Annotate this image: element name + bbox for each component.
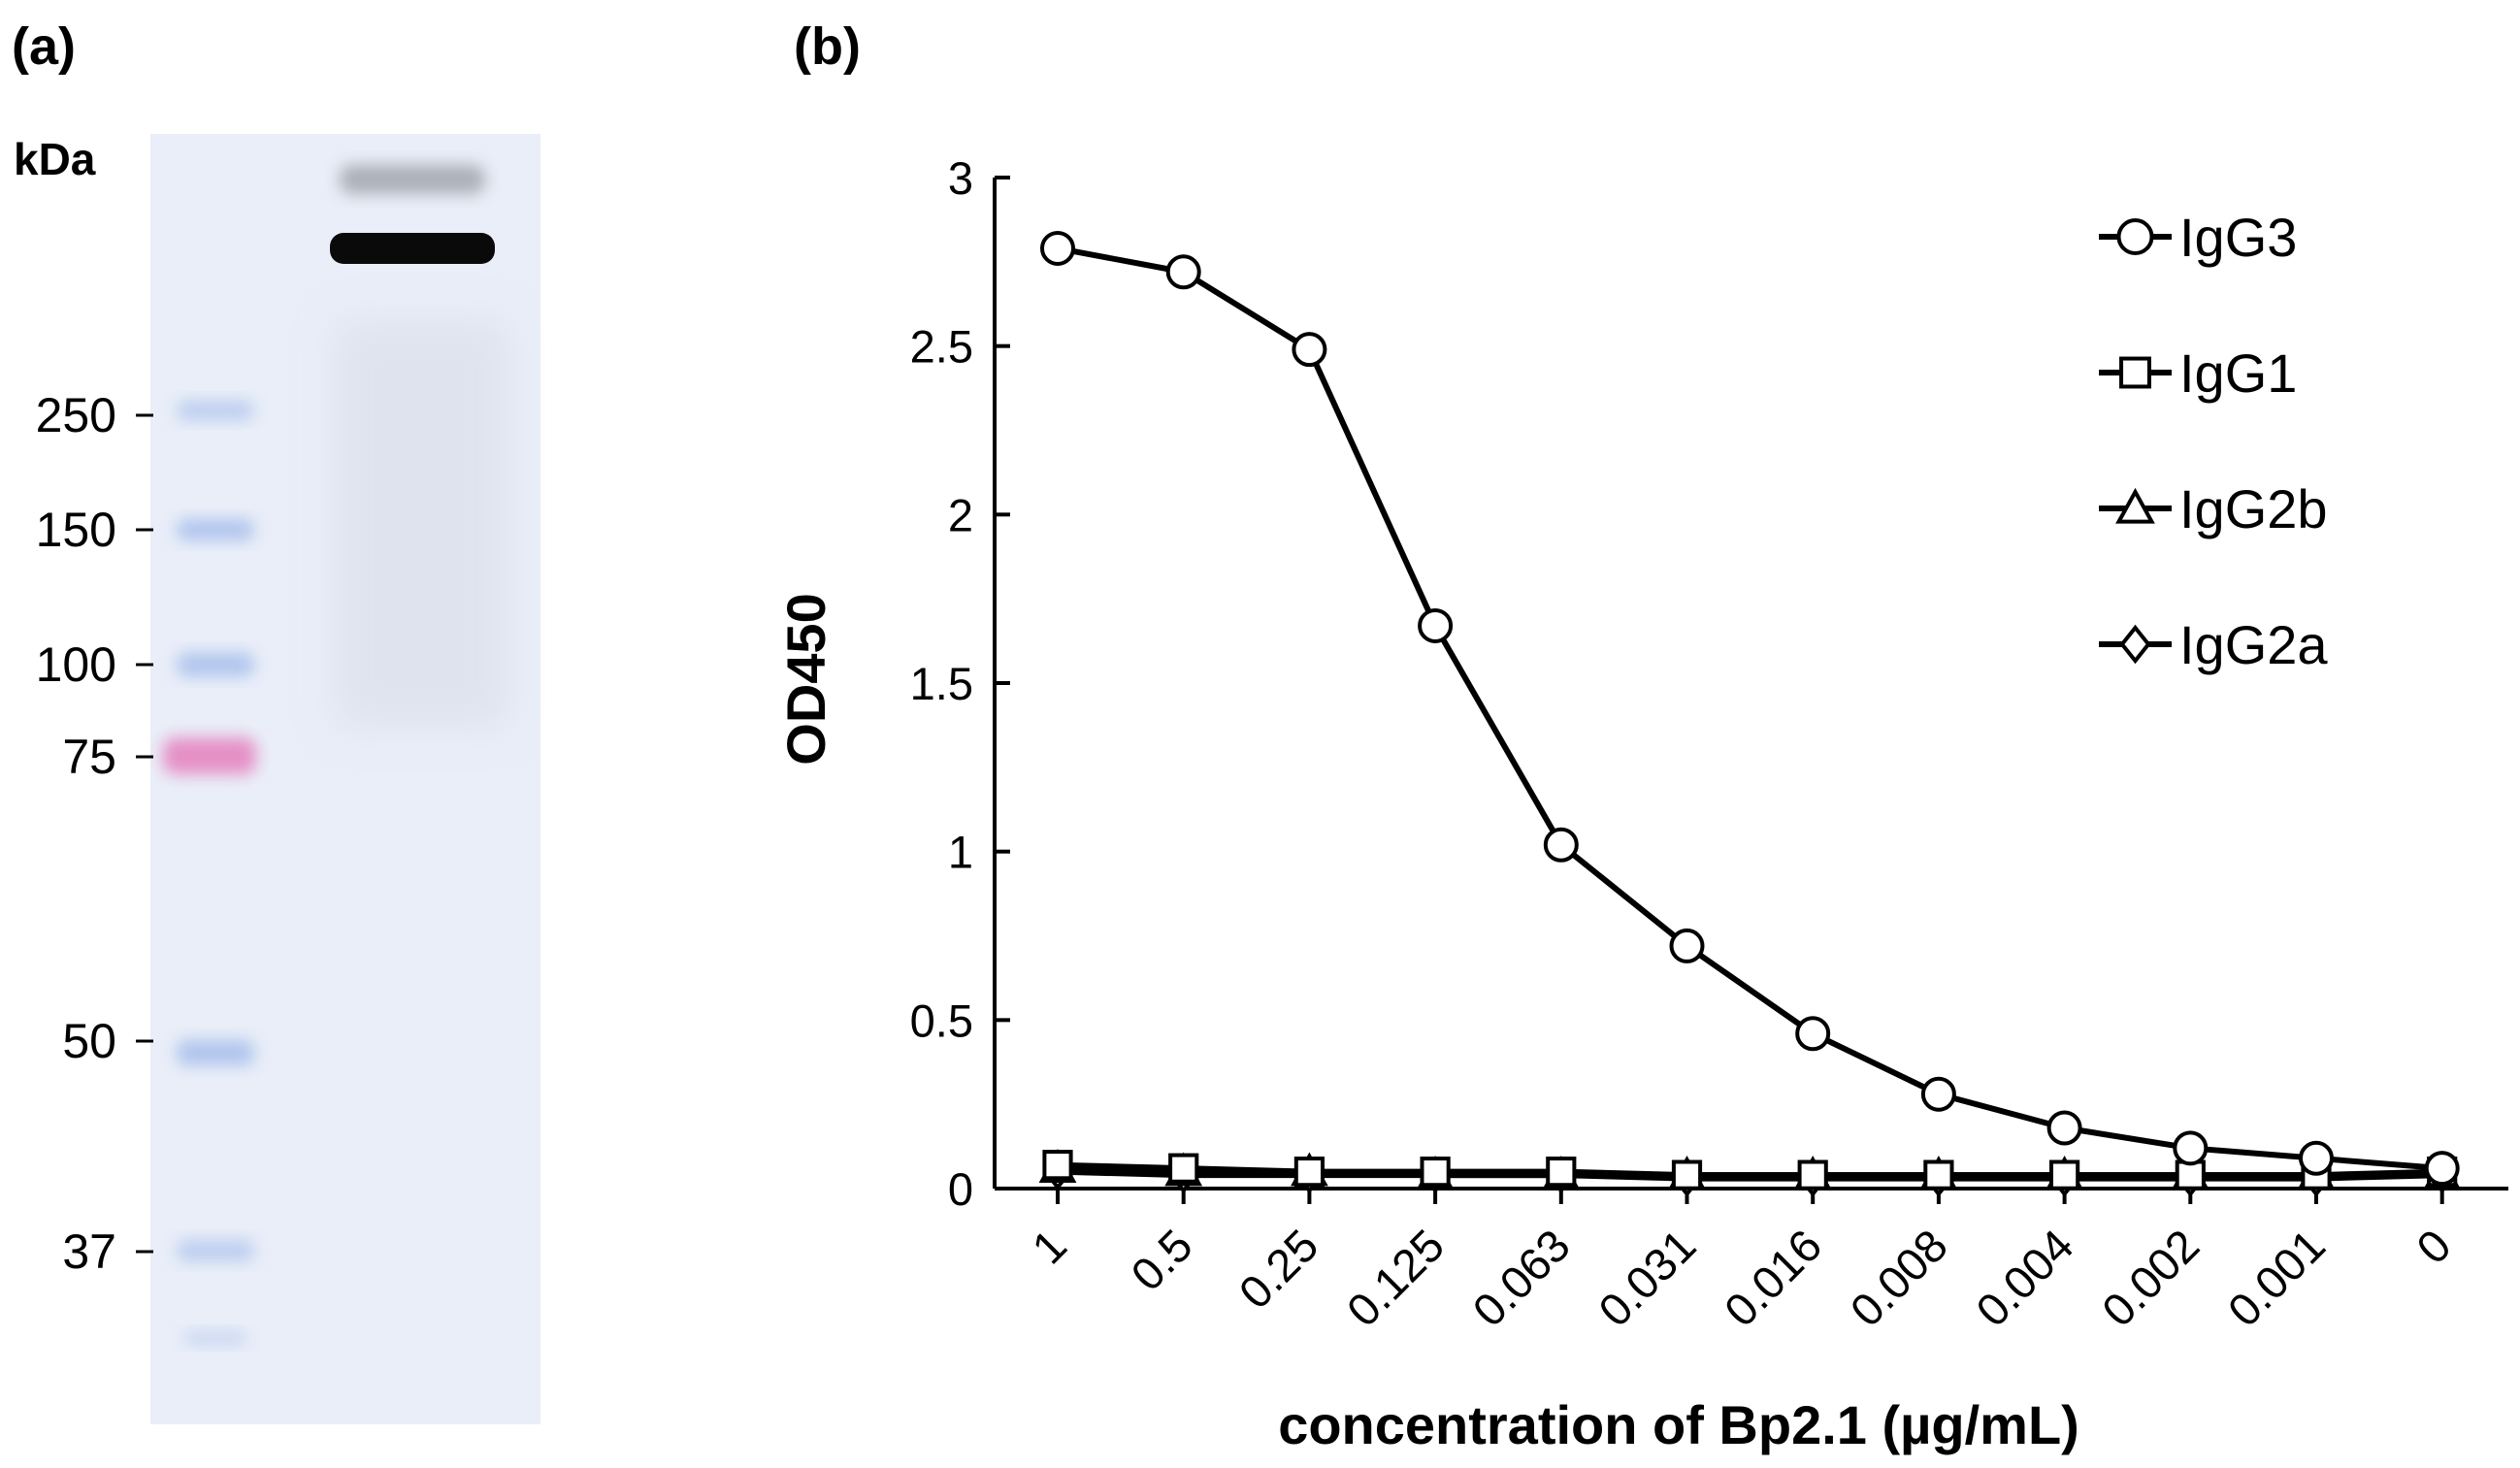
data-point-igg3	[2299, 1140, 2334, 1176]
ladder-band-250	[177, 401, 254, 420]
legend-item-igg3: IgG3	[2099, 207, 2297, 268]
legend-marker	[2116, 218, 2154, 255]
data-point-igg1	[1042, 1150, 1073, 1181]
data-point-igg3	[2424, 1151, 2460, 1187]
data-point-igg3	[1669, 928, 1705, 963]
ladder-band-150	[177, 519, 254, 540]
y-tick-label: 0.5	[910, 995, 973, 1046]
data-point-igg1	[1923, 1159, 1954, 1191]
legend-marker	[2115, 487, 2155, 524]
y-tick-label: 0	[948, 1163, 973, 1215]
y-tick-label: 3	[948, 152, 973, 204]
x-tick-label: 0	[2406, 1220, 2461, 1274]
y-tick-label: 2.5	[910, 321, 973, 373]
panel-b-label: (b)	[794, 17, 861, 76]
x-tick-label: 0.5	[1121, 1220, 1202, 1301]
panel-a: (a) kDa 250 150 100 75	[12, 17, 540, 1424]
x-tick-label: 0.004	[1966, 1220, 2083, 1337]
data-point-igg3	[1418, 607, 1454, 643]
marker-scale: 250 150 100 75 50 37	[36, 388, 153, 1279]
data-point-igg1	[1671, 1159, 1703, 1191]
legend-label: IgG3	[2179, 207, 2297, 268]
x-tick-label: 0.001	[2217, 1220, 2335, 1337]
y-tick-label: 2	[948, 489, 973, 540]
legend-label: IgG2a	[2179, 614, 2328, 675]
marker-label-150: 150	[36, 503, 116, 557]
legend-item-igg2b: IgG2b	[2099, 478, 2328, 539]
data-point-igg1	[1797, 1159, 1828, 1191]
legend-marker	[2119, 356, 2151, 389]
data-point-igg3	[1165, 254, 1201, 290]
x-tick-label: 0.25	[1228, 1220, 1327, 1319]
plot-area: 00.511.522.53 1 0.5 0.25 0.125 0.063 0.031 0.0…	[910, 152, 2508, 1336]
data-point-igg1	[2049, 1159, 2080, 1191]
sample-well	[340, 165, 485, 194]
sample-smear	[335, 320, 509, 728]
data-point-igg1	[1168, 1153, 1199, 1184]
data-point-igg1	[1546, 1157, 1577, 1188]
x-tick-label: 0.125	[1337, 1220, 1455, 1337]
ladder-band-37	[177, 1240, 254, 1261]
x-ticks: 1 0.5 0.25 0.125 0.063 0.031 0.016 0.008 0.004 0.…	[1022, 1189, 2461, 1336]
data-point-igg3	[1292, 332, 1327, 368]
ladder-band-75	[163, 737, 256, 774]
series-line-igg1	[1057, 1161, 2442, 1179]
legend-marker	[2119, 624, 2151, 665]
marker-label-75: 75	[62, 730, 116, 784]
legend-label: IgG1	[2179, 343, 2297, 404]
ladder-lane	[163, 401, 256, 1345]
y-ticks: 0 0.5 1 1.5 2 2.5 3	[910, 152, 1010, 1215]
data-point-igg3	[1795, 1016, 1831, 1052]
series-igg1	[1042, 1150, 2458, 1191]
marker-label-250: 250	[36, 388, 116, 442]
x-tick-label: 0.008	[1840, 1220, 1957, 1337]
data-point-igg3	[2173, 1130, 2209, 1166]
data-point-igg1	[2175, 1159, 2206, 1191]
legend-item-igg2a: IgG2a	[2099, 614, 2328, 675]
legend-item-igg1: IgG1	[2099, 343, 2297, 404]
panel-a-label: (a)	[12, 17, 76, 76]
data-point-igg3	[1543, 827, 1579, 863]
data-point-igg1	[1293, 1157, 1325, 1188]
y-tick-label: 1.5	[910, 658, 973, 709]
marker-label-50: 50	[62, 1014, 116, 1068]
ladder-band-50	[177, 1040, 254, 1065]
sample-lane	[330, 165, 509, 728]
legend-label: IgG2b	[2179, 478, 2328, 539]
kda-unit-label: kDa	[14, 134, 96, 184]
x-tick-label: 0.031	[1588, 1220, 1706, 1337]
x-tick-label: 1	[1022, 1220, 1076, 1274]
data-point-igg3	[2046, 1110, 2082, 1146]
ladder-band-100	[177, 653, 254, 676]
marker-label-37: 37	[62, 1224, 116, 1279]
data-point-igg1	[1420, 1157, 1451, 1188]
series-layer	[1038, 230, 2462, 1197]
series-igg3	[1040, 230, 2460, 1187]
legend: IgG3 IgG1 IgG2b IgG2a	[2099, 207, 2328, 675]
y-tick-label: 1	[948, 827, 973, 878]
x-tick-label: 0.063	[1462, 1220, 1580, 1337]
x-tick-label: 0.002	[2092, 1220, 2209, 1337]
x-axis-title: concentration of Bp2.1 (µg/mL)	[1278, 1394, 2079, 1455]
marker-label-100: 100	[36, 637, 116, 692]
sample-band	[330, 233, 495, 264]
panel-b: (b) 0 0.5 1 1.5 2 2.5 3 1 0.5 0.25 0.125 0.063 0.03…	[775, 17, 2508, 1455]
data-point-igg3	[1920, 1076, 1956, 1112]
x-tick-label: 0.016	[1715, 1220, 1832, 1337]
series-line-igg3	[1057, 245, 2442, 1172]
y-axis-title: OD450	[775, 593, 836, 765]
data-point-igg3	[1040, 230, 1075, 266]
ladder-band-low	[184, 1331, 246, 1345]
series-line-igg2a	[1057, 1168, 2442, 1182]
